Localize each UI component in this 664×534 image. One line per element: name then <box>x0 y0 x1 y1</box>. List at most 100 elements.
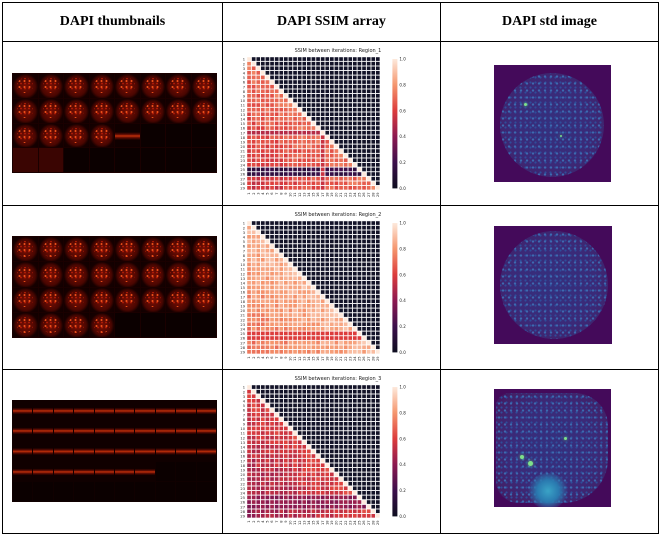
heatmap-cell <box>311 61 316 66</box>
heatmap-cell <box>279 444 284 450</box>
thumbnail-tile <box>74 441 94 461</box>
heatmap-cell <box>352 243 358 249</box>
heatmap-cell <box>361 243 367 249</box>
heatmap-cell <box>375 298 381 304</box>
heatmap-cell <box>329 294 335 299</box>
heatmap-cell <box>370 444 376 450</box>
heatmap-cell <box>274 335 279 341</box>
heatmap-cell <box>246 303 252 309</box>
heatmap-cell <box>274 121 279 126</box>
heatmap-cell <box>315 93 321 99</box>
heatmap-cell <box>352 472 358 477</box>
heatmap-cell <box>311 75 316 80</box>
heatmap-cell <box>375 303 381 309</box>
thumbnail-tile <box>166 148 191 172</box>
heatmap-cell <box>246 398 252 404</box>
heatmap-cell <box>361 280 367 286</box>
heatmap-cell <box>301 458 307 463</box>
heatmap-cell <box>311 276 316 281</box>
heatmap-cell <box>366 229 371 235</box>
heatmap-cell <box>260 412 266 417</box>
heatmap-cell <box>279 112 284 117</box>
heatmap-cell <box>283 444 289 450</box>
heatmap-cell <box>246 467 252 473</box>
heatmap-cell <box>301 185 307 191</box>
heatmap-cell <box>301 257 307 263</box>
heatmap-cell <box>338 303 344 309</box>
heatmap-cell <box>366 294 371 299</box>
heatmap-cell <box>306 472 312 477</box>
thumbnail-tile <box>89 312 114 337</box>
heatmap-cell <box>274 430 279 436</box>
heatmap-cell <box>324 102 330 108</box>
heatmap-cell <box>297 253 302 258</box>
heatmap-cell <box>324 393 330 399</box>
heatmap-cell <box>301 84 307 89</box>
heatmap-cell <box>246 171 252 177</box>
heatmap-cell <box>352 426 358 431</box>
heatmap-cell <box>306 393 312 399</box>
heatmap-cell <box>288 412 293 417</box>
heatmap-cell <box>251 340 256 345</box>
heatmap-cell <box>366 121 371 126</box>
colorbar <box>392 387 398 517</box>
heatmap-cell <box>269 84 275 89</box>
heatmap-cell <box>274 504 279 509</box>
heatmap-cell <box>315 453 321 459</box>
heatmap-cell <box>311 257 316 263</box>
heatmap-cell <box>324 185 330 191</box>
heatmap-cell <box>274 65 279 71</box>
heatmap-cell <box>279 248 284 253</box>
heatmap-cell <box>283 317 289 322</box>
heatmap-cell <box>334 321 339 327</box>
thumbnail-tile <box>114 421 135 441</box>
heatmap-cell <box>256 393 261 399</box>
heatmap-cell <box>343 61 348 66</box>
heatmap-cell <box>315 276 321 281</box>
heatmap-cell <box>306 335 312 341</box>
heatmap-cell <box>251 153 256 158</box>
heatmap-cell <box>357 344 362 350</box>
thumbnail-tile <box>166 237 191 262</box>
heatmap-cell <box>306 157 312 163</box>
heatmap-cell <box>315 289 321 295</box>
heatmap-cell <box>311 121 316 126</box>
heatmap-cell <box>288 148 293 154</box>
colorbar-tick-label: 0.8 <box>399 82 406 87</box>
heatmap-cell <box>256 130 261 135</box>
heatmap-cell <box>357 180 362 186</box>
heatmap-cell <box>274 239 279 244</box>
x-tick-label: 21 <box>339 192 343 197</box>
x-tick-label: 23 <box>348 356 352 361</box>
heatmap-cell <box>306 56 312 62</box>
x-tick-label: 21 <box>339 356 343 361</box>
y-tick-label: 29 <box>240 186 245 190</box>
heatmap-cell <box>366 157 371 163</box>
heatmap-cell <box>274 61 279 66</box>
heatmap-cell <box>311 384 316 390</box>
x-tick-label: 20 <box>335 356 339 361</box>
heatmap-cell <box>357 167 362 172</box>
heatmap-cell <box>288 289 293 295</box>
heatmap-cell <box>375 153 381 158</box>
y-tick-label: 15 <box>240 286 245 290</box>
heatmap-cell <box>338 472 344 477</box>
heatmap-cell <box>265 162 270 168</box>
heatmap-cell <box>274 472 279 477</box>
heatmap-cell <box>246 412 252 417</box>
heatmap-cell <box>329 280 335 286</box>
heatmap-cell <box>279 495 284 500</box>
heatmap-cell <box>306 504 312 509</box>
heatmap-cell <box>375 239 381 244</box>
thumbnail-tile <box>53 421 74 441</box>
thumbnail-tile <box>140 74 165 98</box>
heatmap-cell <box>329 285 335 290</box>
heatmap-cell <box>352 116 358 122</box>
thumbnail-tile <box>38 123 63 148</box>
heatmap-cell <box>269 417 275 422</box>
heatmap-cell <box>301 462 307 468</box>
heatmap-cell <box>246 289 252 295</box>
heatmap-cell <box>370 112 376 117</box>
heatmap-cell <box>352 317 358 322</box>
